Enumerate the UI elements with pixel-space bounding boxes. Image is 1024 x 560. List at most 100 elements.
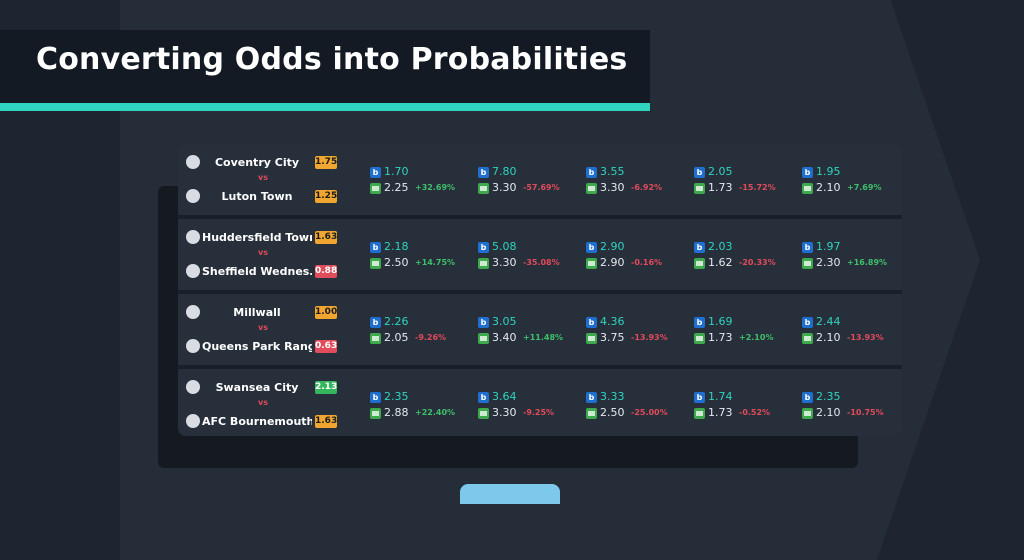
probability-diff: -9.25% xyxy=(523,408,555,417)
home-team[interactable]: Swansea City xyxy=(178,380,338,396)
bookmaker-b-icon: b xyxy=(370,242,381,253)
away-team-name: Queens Park Rang… xyxy=(202,340,312,353)
exchange-odds: 1.73 xyxy=(708,331,733,344)
odds-cell[interactable]: b 2.26 2.05 -9.26% xyxy=(370,315,470,349)
odds-cell[interactable]: b 2.03 1.62 -20.33% xyxy=(694,240,794,274)
exchange-odds: 3.30 xyxy=(600,181,625,194)
odds-cell[interactable]: b 2.35 2.10 -10.75% xyxy=(802,390,902,424)
odds-cell[interactable]: b 1.74 1.73 -0.52% xyxy=(694,390,794,424)
odds-cell[interactable]: b 2.18 2.50 +14.75% xyxy=(370,240,470,274)
exchange-icon xyxy=(478,333,489,344)
away-team[interactable]: Queens Park Rang… xyxy=(178,339,338,355)
probability-diff: -0.16% xyxy=(631,258,663,267)
exchange-odds: 1.62 xyxy=(708,256,733,269)
odds-comparison-table: Coventry City 1.75 vs Luton Town 1.25 b 1.70 2.… xyxy=(178,144,902,436)
exchange-odds: 2.25 xyxy=(384,181,409,194)
bookmaker-odds: 2.35 xyxy=(384,390,409,403)
home-team[interactable]: Huddersfield Town xyxy=(178,230,338,246)
bookmaker-b-icon: b xyxy=(370,392,381,403)
away-team[interactable]: Luton Town xyxy=(178,189,338,205)
away-team[interactable]: Sheffield Wednes… xyxy=(178,264,338,280)
exchange-icon xyxy=(694,258,705,269)
exchange-icon xyxy=(802,183,813,194)
probability-diff: -25.00% xyxy=(631,408,668,417)
odds-cell[interactable]: b 2.44 2.10 -13.93% xyxy=(802,315,902,349)
away-team[interactable]: AFC Bournemouth xyxy=(178,414,338,430)
title-underline xyxy=(0,103,650,111)
bookmaker-b-icon: b xyxy=(586,317,597,328)
exchange-odds: 2.30 xyxy=(816,256,841,269)
bournemouth-crest-icon xyxy=(186,414,200,428)
bookmaker-odds: 1.95 xyxy=(816,165,841,178)
exchange-icon xyxy=(586,408,597,419)
bookmaker-odds: 4.36 xyxy=(600,315,625,328)
bookmaker-b-icon: b xyxy=(478,392,489,403)
bookmaker-odds: 2.26 xyxy=(384,315,409,328)
away-team-name: AFC Bournemouth xyxy=(202,415,312,428)
exchange-icon xyxy=(586,258,597,269)
odds-cell[interactable]: b 3.55 3.30 -6.92% xyxy=(586,165,686,199)
exchange-icon xyxy=(478,408,489,419)
probability-diff: -57.69% xyxy=(523,183,560,192)
bookmaker-odds: 5.08 xyxy=(492,240,517,253)
exchange-icon xyxy=(586,183,597,194)
exchange-odds: 3.30 xyxy=(492,256,517,269)
odds-cell[interactable]: b 2.90 2.90 -0.16% xyxy=(586,240,686,274)
home-odds-badge: 2.13 xyxy=(315,381,338,394)
odds-cell[interactable]: b 3.64 3.30 -9.25% xyxy=(478,390,578,424)
bookmaker-odds: 2.90 xyxy=(600,240,625,253)
exchange-icon xyxy=(478,258,489,269)
bookmaker-odds: 7.80 xyxy=(492,165,517,178)
odds-cell[interactable]: b 5.08 3.30 -35.08% xyxy=(478,240,578,274)
exchange-odds: 2.10 xyxy=(816,406,841,419)
odds-cell[interactable]: b 4.36 3.75 -13.93% xyxy=(586,315,686,349)
bookmaker-odds: 2.18 xyxy=(384,240,409,253)
bottom-tab[interactable] xyxy=(460,484,560,504)
odds-cell[interactable]: b 1.97 2.30 +16.89% xyxy=(802,240,902,274)
probability-diff: +16.89% xyxy=(847,258,888,267)
probability-diff: +22.40% xyxy=(415,408,456,417)
home-team[interactable]: Coventry City xyxy=(178,155,338,171)
bookmaker-b-icon: b xyxy=(478,317,489,328)
home-team-name: Swansea City xyxy=(215,381,299,394)
odds-cell[interactable]: b 2.35 2.88 +22.40% xyxy=(370,390,470,424)
probability-diff: -35.08% xyxy=(523,258,560,267)
bookmaker-odds: 1.97 xyxy=(816,240,841,253)
odds-cell[interactable]: b 1.70 2.25 +32.69% xyxy=(370,165,470,199)
bookmaker-odds: 2.05 xyxy=(708,165,733,178)
match-row[interactable]: Coventry City 1.75 vs Luton Town 1.25 b 1.70 2.… xyxy=(178,144,902,215)
bookmaker-b-icon: b xyxy=(478,167,489,178)
home-odds-badge: 1.00 xyxy=(315,306,338,319)
probability-diff: -9.26% xyxy=(415,333,447,342)
odds-cell[interactable]: b 3.05 3.40 +11.48% xyxy=(478,315,578,349)
qpr-crest-icon xyxy=(186,339,200,353)
exchange-odds: 2.05 xyxy=(384,331,409,344)
exchange-icon xyxy=(370,183,381,194)
probability-diff: +11.48% xyxy=(523,333,564,342)
odds-cell[interactable]: b 2.05 1.73 -15.72% xyxy=(694,165,794,199)
bookmaker-odds: 1.69 xyxy=(708,315,733,328)
away-team-name: Luton Town xyxy=(221,190,293,203)
odds-cell[interactable]: b 3.33 2.50 -25.00% xyxy=(586,390,686,424)
page-title: Converting Odds into Probabilities xyxy=(36,42,628,77)
odds-cell[interactable]: b 1.95 2.10 +7.69% xyxy=(802,165,902,199)
exchange-icon xyxy=(802,333,813,344)
match-row[interactable]: Swansea City 2.13 vs AFC Bournemouth 1.63 b 2.… xyxy=(178,369,902,436)
exchange-odds: 3.40 xyxy=(492,331,517,344)
away-odds-badge: 1.63 xyxy=(315,415,338,428)
odds-cell[interactable]: b 1.69 1.73 +2.10% xyxy=(694,315,794,349)
probability-diff: -15.72% xyxy=(739,183,776,192)
probability-diff: -10.75% xyxy=(847,408,884,417)
odds-cell[interactable]: b 7.80 3.30 -57.69% xyxy=(478,165,578,199)
exchange-odds: 2.50 xyxy=(600,406,625,419)
luton-crest-icon xyxy=(186,189,200,203)
exchange-odds: 2.50 xyxy=(384,256,409,269)
away-odds-badge: 0.63 xyxy=(315,340,338,353)
home-team[interactable]: Millwall xyxy=(178,305,338,321)
match-row[interactable]: Huddersfield Town 1.63 vs Sheffield Wednes…… xyxy=(178,219,902,290)
bookmaker-odds: 3.55 xyxy=(600,165,625,178)
bookmaker-b-icon: b xyxy=(586,167,597,178)
exchange-icon xyxy=(694,333,705,344)
bookmaker-b-icon: b xyxy=(802,167,813,178)
